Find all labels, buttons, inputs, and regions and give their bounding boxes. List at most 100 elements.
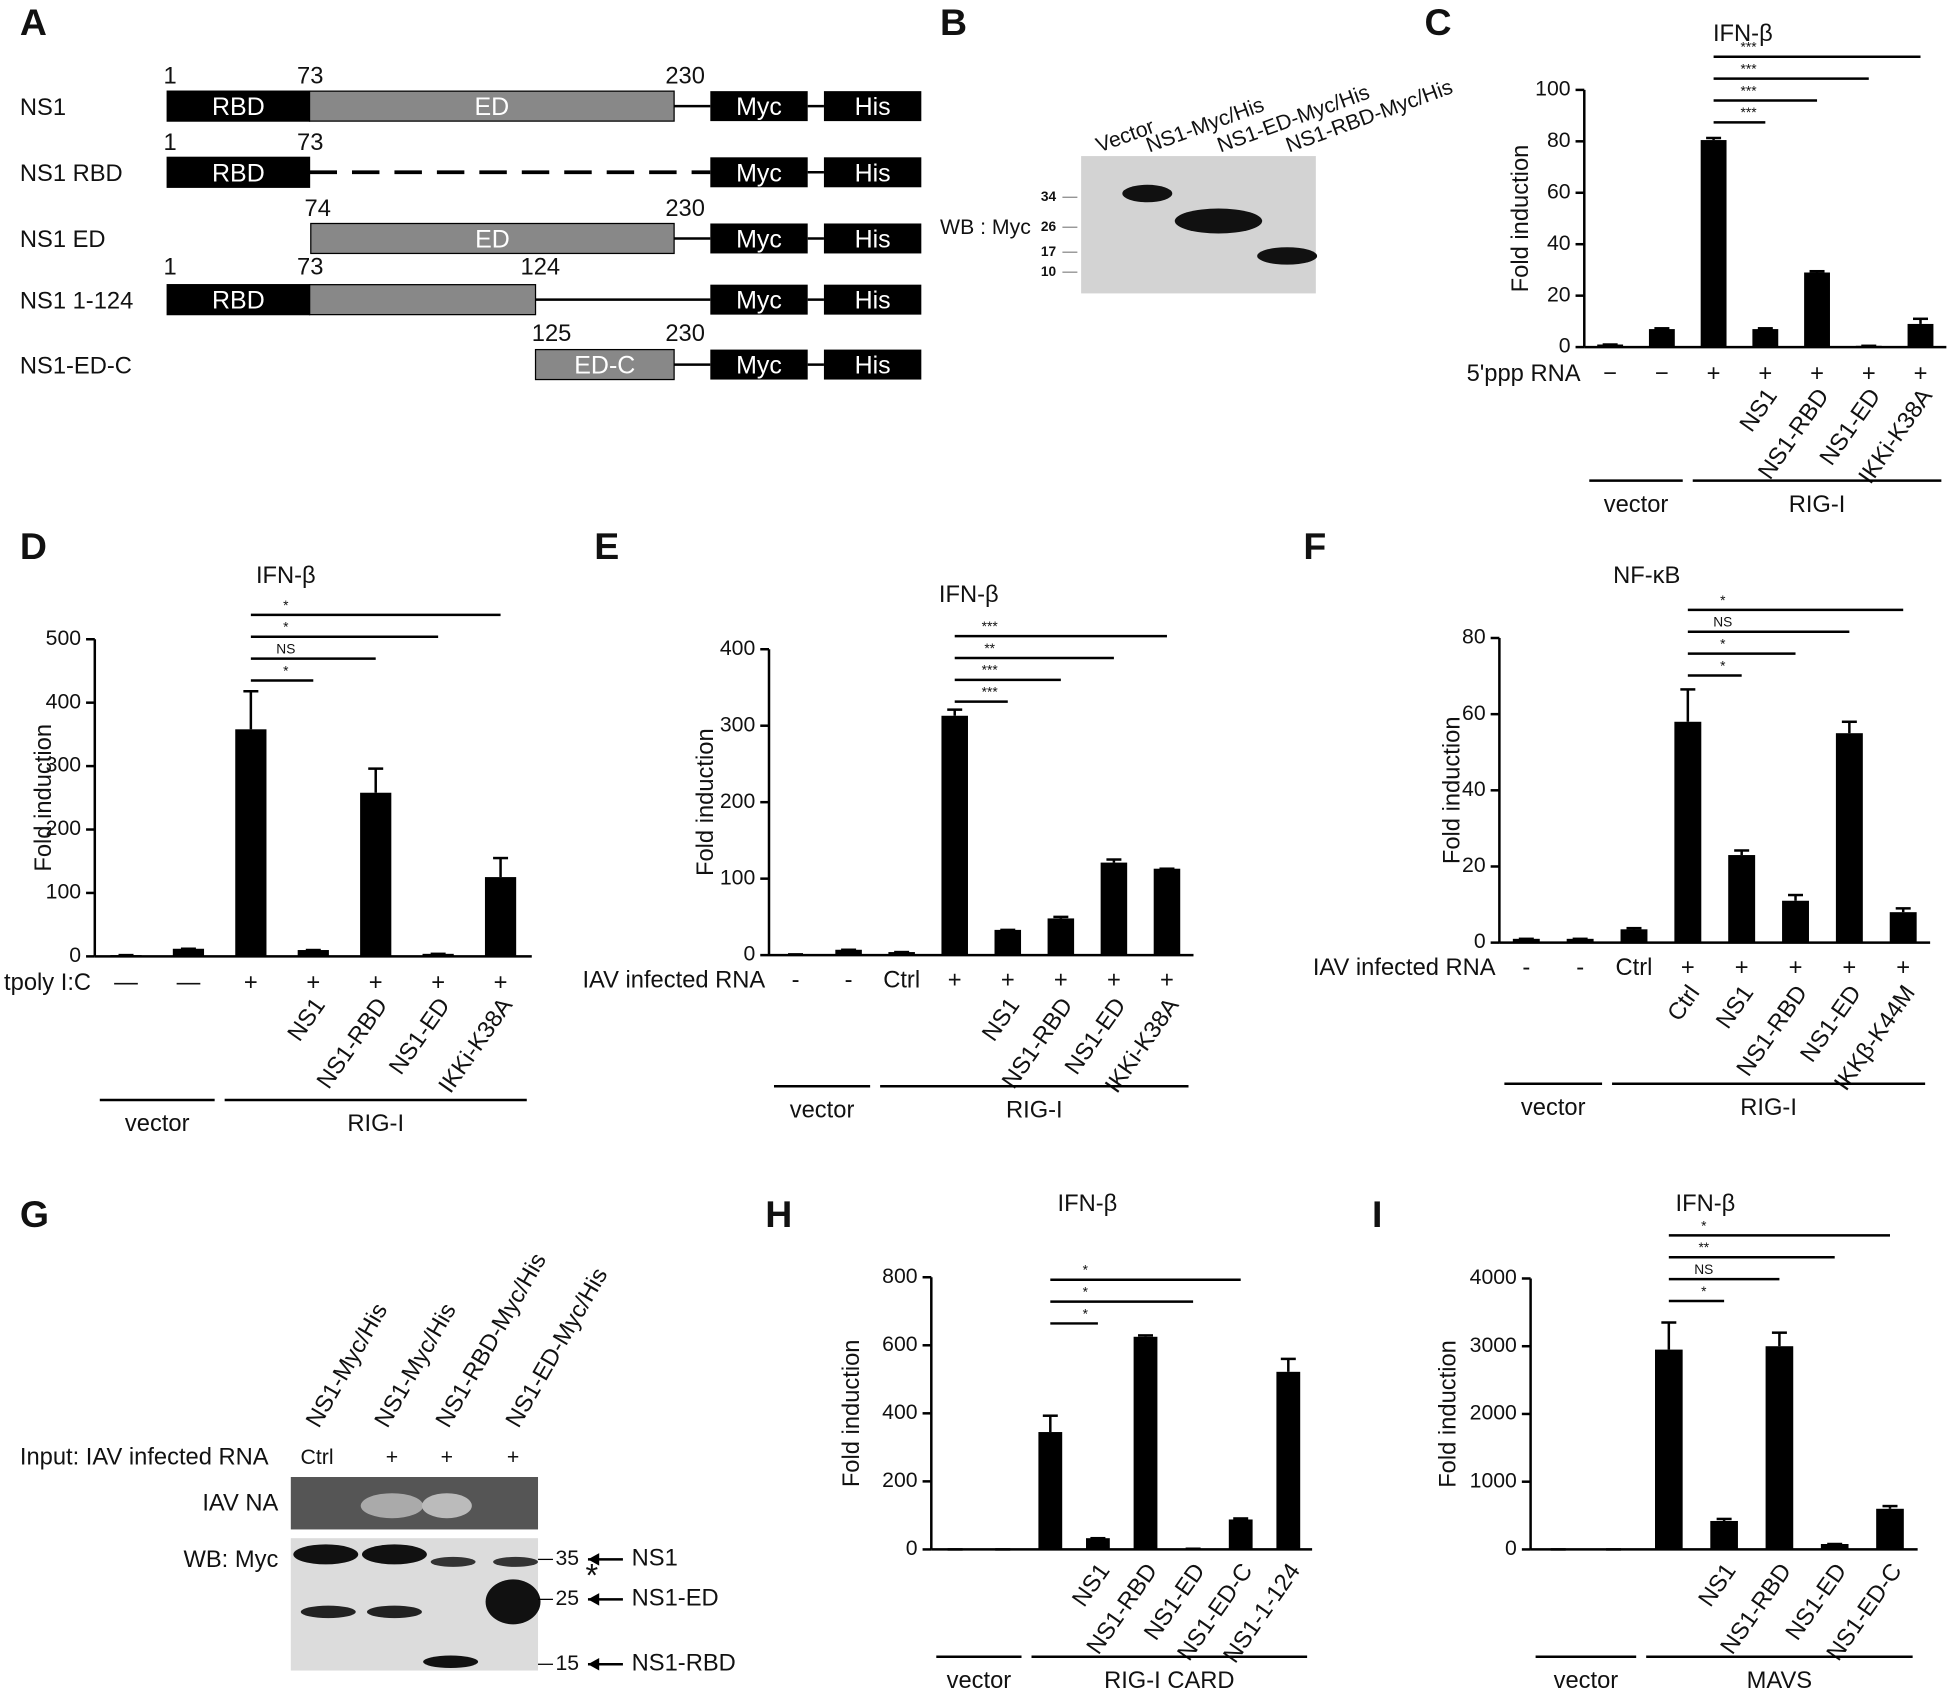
bar xyxy=(297,950,329,957)
y-tick-label: 80 xyxy=(1462,626,1486,649)
bar xyxy=(1889,912,1917,943)
y-axis-title: Fold induction xyxy=(839,1339,865,1487)
x-tick-label: NS1 xyxy=(978,993,1026,1046)
group-label: RIG-I xyxy=(1789,492,1846,518)
y-tick-label: 20 xyxy=(1547,283,1571,306)
y-tick-label: 1000 xyxy=(1470,1469,1517,1492)
group-label: vector xyxy=(1604,492,1669,518)
blot-band xyxy=(1122,184,1173,203)
tag-box xyxy=(823,91,922,122)
significance-label: * xyxy=(1083,1263,1089,1278)
blot-band xyxy=(361,1544,427,1565)
band-label: NS1-RBD xyxy=(632,1651,736,1677)
significance-label: * xyxy=(1720,593,1726,608)
bar xyxy=(484,877,517,957)
tag-box xyxy=(823,284,922,315)
tag-box xyxy=(710,349,808,380)
row-value: + xyxy=(1810,361,1824,387)
x-tick-label: NS1 xyxy=(1735,384,1783,437)
tag-label: His xyxy=(855,159,891,187)
domain-label: RBD xyxy=(212,287,265,315)
bar xyxy=(1153,868,1181,956)
significance-label: * xyxy=(1701,1218,1707,1233)
row-value: + xyxy=(1862,361,1876,387)
group-label: vector xyxy=(125,1111,190,1137)
x-tick-label: NS1 xyxy=(1694,1559,1742,1612)
row-label: IAV infected RNA xyxy=(582,968,765,994)
y-axis-title: Fold induction xyxy=(693,728,719,876)
input-value: + xyxy=(441,1446,453,1469)
significance-label: * xyxy=(283,620,289,635)
marker-label: 10 xyxy=(1041,264,1057,279)
bar xyxy=(1620,929,1648,943)
row-value: + xyxy=(1735,955,1749,981)
group-label: vector xyxy=(1521,1095,1586,1121)
significance-label: NS xyxy=(1713,615,1732,630)
significance-label: * xyxy=(1720,636,1726,651)
domain-box xyxy=(308,90,675,122)
tag-box xyxy=(710,91,808,122)
blot-band xyxy=(485,1579,541,1625)
row-value: - xyxy=(845,968,853,994)
tag-label: Myc xyxy=(736,159,782,187)
blot-band xyxy=(366,1605,422,1619)
row-label: IAV infected RNA xyxy=(1313,955,1496,981)
group-label: RIG-I xyxy=(1740,1095,1797,1121)
construct-name: NS1 RBD xyxy=(20,161,123,187)
residue-number: 124 xyxy=(521,255,561,281)
residue-number: 74 xyxy=(305,196,331,222)
tag-label: Myc xyxy=(736,352,782,380)
y-tick-label: 60 xyxy=(1547,180,1571,203)
input-value: + xyxy=(507,1446,519,1469)
input-label: Input: IAV infected RNA xyxy=(20,1445,269,1471)
residue-number: 125 xyxy=(532,321,572,347)
y-axis-title: Fold induction xyxy=(1436,1340,1462,1488)
arrow-head xyxy=(587,1658,600,1671)
panel-label: H xyxy=(765,1193,792,1235)
domain-box xyxy=(166,156,311,188)
domain-box xyxy=(310,222,675,255)
row-value: + xyxy=(1054,968,1068,994)
y-tick-label: 100 xyxy=(720,866,755,889)
chart-title: IFN-β xyxy=(1676,1191,1736,1217)
blot-band xyxy=(1174,208,1263,234)
row-value: Ctrl xyxy=(1616,955,1653,981)
blot-band xyxy=(1257,247,1318,265)
row-value: − xyxy=(1603,361,1617,387)
group-label: RIG-I xyxy=(347,1111,404,1137)
bar xyxy=(1765,1346,1794,1550)
bar xyxy=(1820,1544,1849,1550)
tag-label: Myc xyxy=(736,93,782,121)
bar xyxy=(1276,1371,1301,1550)
y-tick-label: 800 xyxy=(882,1265,917,1288)
bar xyxy=(1086,1538,1110,1550)
blot-band xyxy=(423,1655,479,1669)
residue-number: 1 xyxy=(163,64,176,90)
residue-number: 1 xyxy=(163,130,176,156)
y-tick-label: 40 xyxy=(1462,778,1486,801)
bar xyxy=(1907,323,1934,348)
significance-label: *** xyxy=(982,685,999,700)
panel-label: I xyxy=(1372,1193,1382,1235)
gel-band xyxy=(421,1493,472,1519)
y-tick-label: 4000 xyxy=(1470,1266,1517,1289)
row-value: − xyxy=(1655,361,1669,387)
y-tick-label: 0 xyxy=(1474,930,1486,953)
nonspecific-mark: * xyxy=(585,1558,598,1594)
group-label: RIG-I CARD xyxy=(1104,1668,1234,1693)
group-label: vector xyxy=(947,1668,1012,1693)
y-tick-label: 400 xyxy=(46,690,81,713)
residue-number: 230 xyxy=(665,321,705,347)
tag-box xyxy=(823,349,922,380)
bar xyxy=(1710,1520,1738,1550)
domain-label: ED xyxy=(474,93,509,121)
row-value: + xyxy=(1896,955,1910,981)
domain-box xyxy=(308,284,537,316)
row-value: + xyxy=(369,970,383,996)
residue-number: 73 xyxy=(297,255,323,281)
bar xyxy=(1782,900,1809,943)
gel-label: IAV NA xyxy=(202,1491,278,1517)
blot-band xyxy=(300,1605,356,1619)
row-value: — xyxy=(177,970,201,996)
row-value: + xyxy=(1758,361,1772,387)
